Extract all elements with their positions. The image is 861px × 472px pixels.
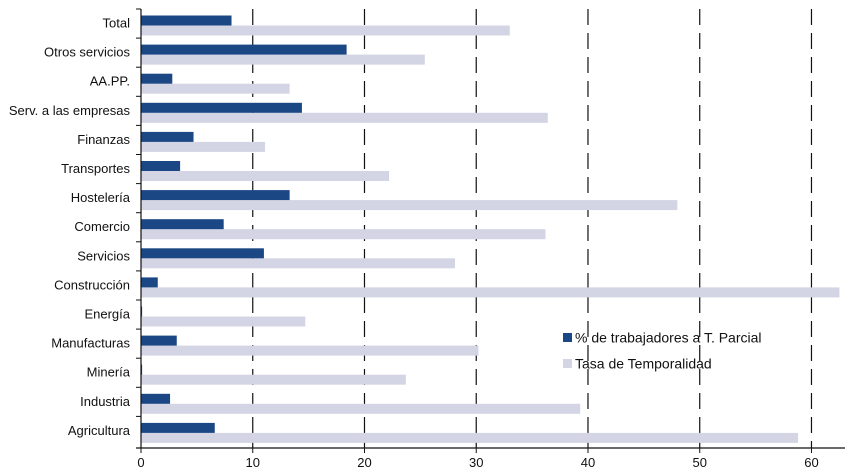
bar-tiempo-parcial (141, 44, 347, 55)
bar-temporalidad (141, 141, 266, 152)
bars (141, 15, 840, 443)
bar-temporalidad (141, 316, 306, 327)
bar-temporalidad (141, 374, 406, 385)
bar-tiempo-parcial (141, 73, 173, 84)
legend-label: % de trabajadores a T. Parcial (575, 330, 762, 346)
x-tick-label: 30 (469, 455, 483, 470)
legend-swatch (563, 333, 572, 342)
x-tick-label: 40 (581, 455, 595, 470)
bar-tiempo-parcial (141, 190, 290, 201)
category-label: Manufacturas (51, 336, 130, 351)
category-label: Energía (84, 307, 130, 322)
bar-tiempo-parcial (141, 161, 181, 171)
legend-swatch (563, 359, 572, 368)
category-label: Total (103, 16, 131, 31)
bar-tiempo-parcial (141, 131, 194, 142)
category-label: AA.PP. (90, 74, 130, 89)
bar-temporalidad (141, 83, 290, 94)
category-label: Serv. a las empresas (9, 103, 131, 118)
bar-tiempo-parcial (141, 393, 171, 404)
category-labels: Total Otros servicios AA.PP. Serv. a las em… (9, 16, 131, 438)
bar-temporalidad (141, 25, 510, 36)
bar-tiempo-parcial (141, 219, 224, 230)
x-tick-label: 60 (804, 455, 818, 470)
category-label: Minería (87, 365, 131, 380)
x-tick-label: 50 (692, 455, 706, 470)
x-tick-label: 10 (246, 455, 260, 470)
bar-temporalidad (141, 258, 456, 269)
axes (136, 8, 845, 453)
x-tick-label: 0 (137, 455, 144, 470)
category-label: Hostelería (71, 190, 131, 205)
category-label: Construcción (54, 277, 130, 292)
bar-tiempo-parcial (141, 335, 177, 346)
bar-temporalidad (141, 403, 581, 414)
bar-temporalidad (141, 171, 390, 181)
category-label: Otros servicios (44, 45, 130, 60)
category-label: Transportes (61, 161, 130, 176)
bar-temporalidad (141, 229, 546, 240)
bar-tiempo-parcial (141, 422, 215, 433)
category-label: Servicios (77, 248, 130, 263)
bar-temporalidad (141, 345, 479, 356)
bar-tiempo-parcial (141, 15, 232, 26)
x-tick-label: 20 (357, 455, 371, 470)
bar-temporalidad (141, 54, 425, 65)
bar-temporalidad (141, 112, 548, 123)
bar-temporalidad (141, 287, 840, 298)
tick-labels: 0 10 20 30 40 50 60 (137, 455, 818, 470)
category-label: Industria (80, 394, 131, 409)
legend-label: Tasa de Temporalidad (575, 356, 712, 372)
category-label: Finanzas (77, 132, 130, 147)
category-label: Agricultura (68, 423, 131, 438)
bar-temporalidad (141, 432, 799, 443)
legend: % de trabajadores a T. Parcial Tasa de Te… (563, 330, 762, 372)
bar-tiempo-parcial (141, 248, 264, 259)
category-label: Comercio (74, 219, 130, 234)
bar-temporalidad (141, 200, 678, 211)
bar-tiempo-parcial (141, 102, 302, 113)
bar-tiempo-parcial (141, 277, 158, 288)
